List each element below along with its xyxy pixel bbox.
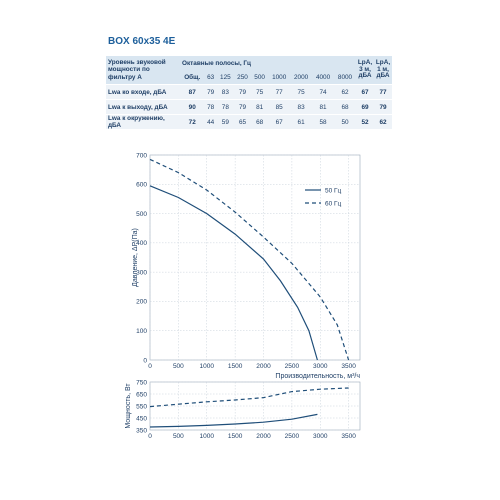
table-cell: 78 bbox=[216, 99, 234, 115]
pressure-chart: 0 500 1000 1500 2000 2500 3000 3500 0 100 200 300 40… bbox=[132, 152, 360, 380]
x-tick-label: 3500 bbox=[341, 363, 356, 370]
y-tick-label: 750 bbox=[136, 379, 147, 386]
table-body: Lwa ко входе, дБА 87 79 83 79 75 77 75 74 62 67 77 L… bbox=[106, 84, 392, 129]
table-row: Lwa к окружению, дБА 72 44 59 65 68 67 61 58 50 52… bbox=[106, 114, 392, 129]
band-header: Общ. bbox=[180, 70, 205, 85]
band-header: 125 bbox=[216, 70, 234, 85]
table-cell: 68 bbox=[334, 99, 356, 115]
table-cell: 72 bbox=[180, 114, 205, 129]
y-tick-label: 0 bbox=[143, 357, 147, 364]
table-cell: 75 bbox=[290, 84, 313, 100]
x-tick-label: 500 bbox=[173, 363, 184, 370]
x-tick-label: 3000 bbox=[313, 363, 328, 370]
table-cell: 68 bbox=[251, 114, 269, 129]
y-tick-label: 500 bbox=[136, 211, 147, 218]
table-cell: 78 bbox=[204, 99, 217, 115]
x-tick-label: 1000 bbox=[200, 433, 215, 440]
y-tick-label: 300 bbox=[136, 269, 147, 276]
x-tick-label: 3500 bbox=[341, 433, 356, 440]
table-cell: 75 bbox=[251, 84, 269, 100]
table-cell: 87 bbox=[180, 84, 205, 100]
table-header-row: Уровень звуковой мощности по фильтру А О… bbox=[106, 56, 392, 85]
table-cell: 61 bbox=[290, 114, 313, 129]
row-label: Lwa к окружению, дБА bbox=[106, 114, 180, 129]
table-cell: 58 bbox=[312, 114, 335, 129]
table-cell: 79 bbox=[204, 84, 217, 100]
series-line-50hz bbox=[149, 185, 318, 361]
header-label: Уровень звуковой мощности по фильтру А bbox=[106, 56, 180, 85]
x-tick-label: 500 bbox=[173, 433, 184, 440]
series-line-50hz bbox=[149, 413, 318, 428]
table-cell: 65 bbox=[233, 114, 252, 129]
table-row: Lwa ко входе, дБА 87 79 83 79 75 77 75 74 62 67 77 bbox=[106, 84, 392, 100]
octave-title: Октавные полосы, Гц bbox=[180, 56, 356, 70]
table-cell: 81 bbox=[312, 99, 335, 115]
bands-row: Общ. 63 125 250 500 1000 2000 4000 8000 bbox=[106, 70, 392, 85]
table-cell: 50 bbox=[334, 114, 356, 129]
x-tick-label: 1000 bbox=[200, 363, 215, 370]
table-cell: 62 bbox=[334, 84, 356, 100]
legend-label: 50 Гц bbox=[325, 187, 342, 194]
lpa1-cell: 62 bbox=[374, 114, 392, 129]
band-header: 1000 bbox=[268, 70, 291, 85]
row-label: Lwa к выходу, дБА bbox=[106, 99, 180, 115]
table-cell: 67 bbox=[268, 114, 291, 129]
x-tick-label: 2000 bbox=[256, 433, 271, 440]
table-cell: 44 bbox=[204, 114, 217, 129]
table-cell: 79 bbox=[233, 84, 252, 100]
y-tick-label: 700 bbox=[136, 152, 147, 159]
table-cell: 90 bbox=[180, 99, 205, 115]
band-header: 4000 bbox=[312, 70, 335, 85]
table-cell: 79 bbox=[233, 99, 252, 115]
table-cell: 59 bbox=[216, 114, 234, 129]
power-chart: 0 500 1000 1500 2000 2500 3000 3500 350 450 550 650… bbox=[125, 379, 361, 440]
row-label: Lwa ко входе, дБА bbox=[106, 84, 180, 100]
x-tick-label: 0 bbox=[148, 363, 152, 370]
band-header: 250 bbox=[233, 70, 252, 85]
y-tick-label: 100 bbox=[136, 328, 147, 335]
x-tick-label: 2500 bbox=[285, 433, 300, 440]
lpa1-cell: 79 bbox=[374, 99, 392, 115]
x-tick-label: 2000 bbox=[256, 363, 271, 370]
model-title: BOX 60x35 4E bbox=[108, 36, 176, 47]
band-header: 500 bbox=[251, 70, 269, 85]
x-tick-label: 1500 bbox=[228, 363, 243, 370]
y-tick-label: 200 bbox=[136, 299, 147, 306]
table-cell: 74 bbox=[312, 84, 335, 100]
lpa3-cell: 52 bbox=[356, 114, 374, 129]
band-header: 8000 bbox=[334, 70, 356, 85]
table-row: Lwa к выходу, дБА 90 78 78 79 81 85 83 81 68 69 79 bbox=[106, 99, 392, 115]
table-cell: 83 bbox=[216, 84, 234, 100]
table-cell: 83 bbox=[290, 99, 313, 115]
lpa3-cell: 67 bbox=[356, 84, 374, 100]
lpa3-cell: 69 bbox=[356, 99, 374, 115]
y-tick-label: 600 bbox=[136, 182, 147, 189]
y-tick-label: 450 bbox=[136, 415, 147, 422]
series-line-60hz bbox=[149, 387, 349, 408]
y-tick-label: 400 bbox=[136, 240, 147, 247]
x-tick-label: 2500 bbox=[285, 363, 300, 370]
legend-label: 60 Гц bbox=[325, 200, 342, 207]
table-cell: 85 bbox=[268, 99, 291, 115]
y-tick-label: 650 bbox=[136, 391, 147, 398]
y-axis-label: Мощность, Вт bbox=[125, 383, 132, 429]
series-line-60hz bbox=[149, 158, 350, 361]
x-tick-label: 3000 bbox=[313, 433, 328, 440]
table-cell: 81 bbox=[251, 99, 269, 115]
plot-frame bbox=[149, 154, 361, 361]
y-tick-label: 550 bbox=[136, 403, 147, 410]
lpa1-header: LpA, 1 м, дБА bbox=[374, 56, 392, 85]
lpa3-header: LpA, 3 м, дБА bbox=[356, 56, 374, 85]
table-cell: 77 bbox=[268, 84, 291, 100]
lpa1-cell: 77 bbox=[374, 84, 392, 100]
x-tick-label: 0 bbox=[148, 433, 152, 440]
sound-power-table: Уровень звуковой мощности по фильтру А О… bbox=[106, 56, 392, 129]
x-axis-label: Производительность, м³/ч bbox=[275, 373, 360, 380]
y-tick-label: 350 bbox=[136, 427, 147, 434]
band-header: 63 bbox=[204, 70, 217, 85]
band-header: 2000 bbox=[290, 70, 313, 85]
y-axis-label: Давление, ΔP(Па) bbox=[132, 228, 139, 287]
x-tick-label: 1500 bbox=[228, 433, 243, 440]
